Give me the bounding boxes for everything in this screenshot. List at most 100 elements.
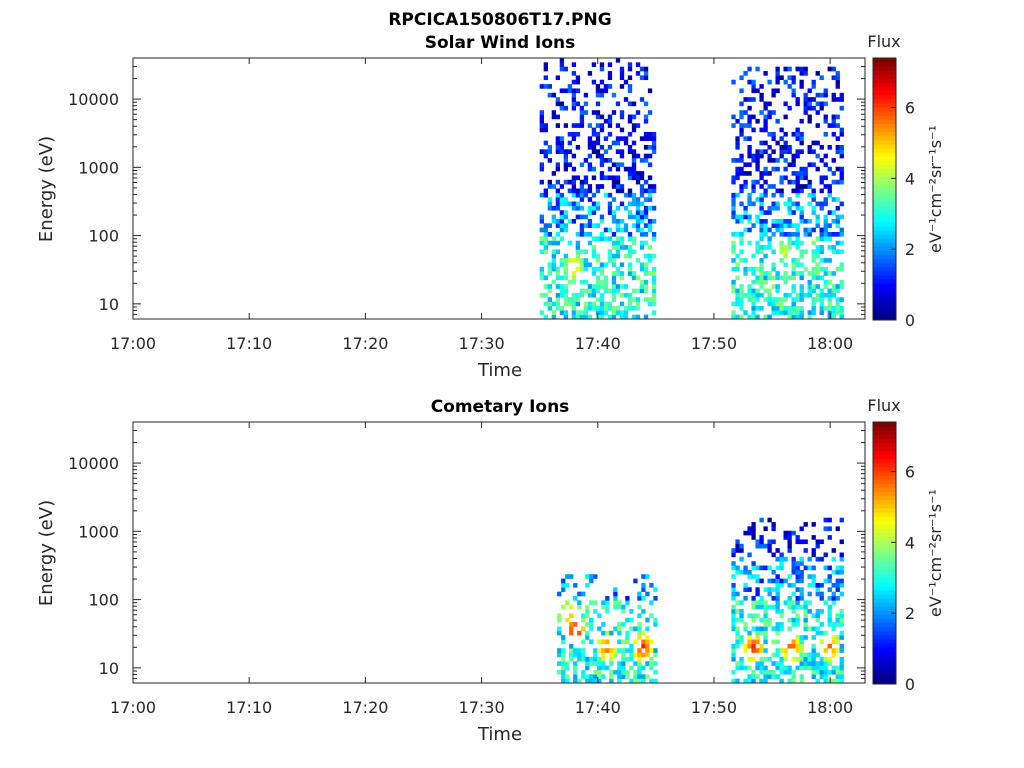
spectrogram-cell bbox=[619, 184, 625, 189]
colorbar-segment bbox=[873, 229, 896, 235]
spectrogram-cell bbox=[791, 565, 796, 571]
spectrogram-cell bbox=[643, 131, 649, 137]
spectrogram-cell bbox=[637, 674, 642, 679]
spectrogram-cell bbox=[755, 305, 760, 311]
spectrogram-cell bbox=[597, 674, 602, 679]
spectrogram-cell bbox=[601, 656, 606, 662]
spectrogram-cell bbox=[627, 166, 633, 172]
spectrogram-cell bbox=[755, 66, 760, 72]
spectrogram-cell bbox=[791, 171, 796, 176]
spectrogram-cell bbox=[579, 110, 585, 115]
spectrogram-cell bbox=[755, 539, 760, 545]
colorbar-segment bbox=[873, 189, 896, 194]
spectrogram-cell bbox=[767, 617, 772, 623]
spectrogram-cell bbox=[619, 149, 625, 154]
y-tick-label: 1000 bbox=[78, 158, 119, 177]
spectrogram-cell bbox=[735, 171, 740, 176]
spectrogram-cell bbox=[759, 539, 764, 545]
spectrogram-cell bbox=[791, 223, 796, 228]
colorbar-segment bbox=[873, 164, 896, 170]
spectrogram-cell bbox=[767, 171, 772, 176]
spectrogram-cell bbox=[559, 58, 565, 63]
spectrogram-cell bbox=[819, 179, 824, 185]
spectrogram-cell bbox=[827, 526, 832, 532]
spectrogram-cell bbox=[783, 66, 788, 72]
spectrogram-cell bbox=[611, 292, 617, 298]
spectrogram-cell bbox=[643, 136, 649, 141]
spectrogram-cell bbox=[591, 284, 597, 289]
spectrogram-cell bbox=[771, 297, 776, 302]
spectrogram-cell bbox=[619, 84, 625, 89]
spectrogram-cell bbox=[747, 79, 752, 85]
spectrogram-cell bbox=[651, 236, 657, 241]
spectrogram-cell bbox=[775, 271, 780, 276]
spectrogram-cell bbox=[621, 665, 626, 671]
spectrogram-cell bbox=[575, 240, 581, 246]
spectrogram-cell bbox=[735, 661, 740, 666]
spectrogram-cell bbox=[783, 275, 788, 281]
spectrogram-cell bbox=[629, 626, 634, 632]
spectrogram-cell bbox=[629, 678, 634, 684]
spectrogram-cell bbox=[735, 218, 740, 224]
spectrogram-cell bbox=[631, 201, 637, 207]
spectrogram-cell bbox=[839, 145, 844, 150]
spectrogram-cell bbox=[823, 223, 828, 228]
spectrogram-cell bbox=[731, 232, 736, 237]
spectrogram-cell bbox=[771, 639, 776, 645]
spectrogram-cell bbox=[547, 305, 552, 311]
spectrogram-cell bbox=[555, 205, 561, 211]
spectrogram-cell bbox=[743, 97, 748, 102]
spectrogram-cell bbox=[567, 179, 573, 185]
spectrogram-cell bbox=[583, 232, 589, 237]
x-tick-label: 17:40 bbox=[575, 698, 621, 717]
spectrogram-cell bbox=[751, 522, 756, 527]
spectrogram-cell bbox=[807, 626, 812, 632]
spectrogram-cell bbox=[819, 639, 824, 645]
spectrogram-cell bbox=[815, 678, 820, 684]
spectrogram-cell bbox=[635, 71, 641, 76]
spectrogram-cell bbox=[779, 145, 784, 150]
spectrogram-cell bbox=[607, 114, 613, 120]
spectrogram-cell bbox=[615, 123, 621, 128]
spectrogram-cell bbox=[643, 253, 649, 259]
spectrogram-cell bbox=[623, 205, 629, 211]
spectrogram-cell bbox=[779, 665, 784, 671]
spectrogram-cell bbox=[759, 626, 764, 632]
spectrogram-cell bbox=[731, 552, 736, 558]
spectrogram-cell bbox=[779, 249, 784, 255]
spectrogram-cell bbox=[815, 292, 820, 298]
spectrogram-cell bbox=[645, 574, 650, 579]
spectrogram-cell bbox=[807, 88, 812, 94]
spectrogram-cell bbox=[811, 548, 816, 553]
spectrogram-cell bbox=[597, 639, 602, 645]
spectrogram-cell bbox=[639, 227, 645, 233]
spectrogram-cell bbox=[827, 305, 832, 311]
spectrogram-cell bbox=[635, 288, 641, 294]
spectrogram-cell bbox=[731, 565, 736, 571]
spectrogram-cell bbox=[751, 127, 756, 133]
spectrogram-cell bbox=[815, 218, 820, 224]
spectrogram-cell bbox=[807, 600, 812, 605]
spectrogram-cell bbox=[755, 218, 760, 224]
spectrogram-cell bbox=[751, 79, 756, 85]
spectrogram-cell bbox=[539, 192, 544, 198]
spectrogram-cell bbox=[643, 288, 649, 294]
spectrogram-cell bbox=[831, 288, 836, 294]
spectrogram-cell bbox=[731, 179, 736, 185]
spectrogram-cell bbox=[591, 236, 597, 241]
spectrogram-cell bbox=[803, 600, 808, 605]
spectrogram-cell bbox=[835, 145, 840, 150]
spectrogram-cell bbox=[771, 201, 776, 207]
spectrogram-cell bbox=[811, 522, 816, 527]
spectrogram-cell bbox=[779, 552, 784, 558]
spectrogram-cell bbox=[819, 249, 824, 255]
spectrogram-cell bbox=[607, 314, 613, 320]
spectrogram-cell bbox=[811, 210, 816, 215]
spectrogram-cell bbox=[779, 153, 784, 159]
spectrogram-cell bbox=[547, 84, 552, 89]
spectrogram-cell bbox=[735, 678, 740, 684]
spectrogram-cell bbox=[587, 240, 593, 246]
spectrogram-cell bbox=[617, 669, 622, 675]
spectrogram-cell bbox=[577, 648, 582, 653]
spectrogram-cell bbox=[569, 630, 574, 636]
